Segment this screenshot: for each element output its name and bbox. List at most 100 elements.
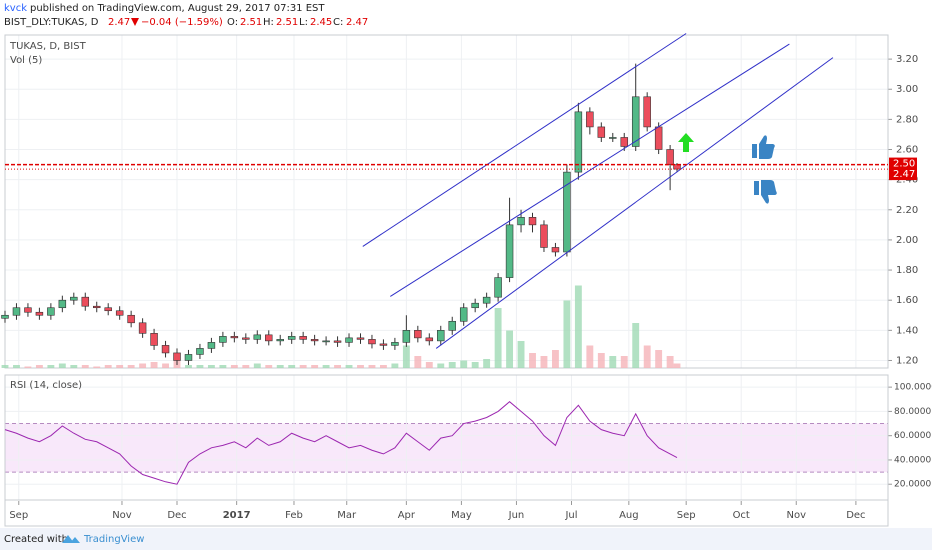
- candle-body: [425, 337, 434, 342]
- volume-bar: [345, 365, 353, 368]
- candle-body: [173, 352, 181, 361]
- volume-bar: [299, 365, 307, 368]
- candle-body: [47, 307, 55, 316]
- volume-bar: [483, 359, 491, 368]
- brand-logo: [62, 535, 80, 543]
- price-label-box: [889, 157, 917, 170]
- candle-body: [196, 348, 204, 355]
- o-value: 2.51: [240, 17, 262, 28]
- pane-frame: [4, 34, 889, 369]
- volume-bar: [632, 323, 640, 368]
- y-tick-label: 2.60: [896, 145, 918, 156]
- volume-bar: [666, 356, 674, 368]
- y2-tick-label: 40.0000: [894, 455, 931, 465]
- y-tick-label: 2.80: [896, 114, 918, 125]
- candle-body: [494, 277, 502, 298]
- volume-bar: [586, 345, 594, 368]
- volume-bar: [127, 365, 135, 368]
- candle-body: [391, 342, 399, 346]
- volume-bar: [425, 362, 433, 368]
- candle-body: [322, 340, 330, 343]
- candle-body: [620, 137, 628, 147]
- x-tick-label: Mar: [337, 510, 357, 521]
- volume-bar: [311, 365, 319, 368]
- candle-body: [58, 299, 67, 309]
- candle-body: [104, 307, 112, 312]
- volume-bar: [104, 365, 112, 368]
- price-label-box: [889, 168, 917, 181]
- symbol: BIST_DLY:TUKAS, D: [4, 17, 99, 28]
- candle-body: [345, 337, 353, 343]
- candle-body: [310, 339, 319, 342]
- y2-tick-label: 60.0000: [894, 431, 931, 441]
- candle-body: [666, 149, 674, 165]
- volume-bar: [1, 365, 9, 368]
- candle-body: [379, 343, 388, 346]
- volume-bar: [540, 356, 548, 368]
- candle-body: [93, 305, 101, 309]
- volume-bar: [230, 365, 238, 368]
- y2-tick-label: 100.0000: [894, 383, 932, 393]
- volume-bar: [552, 350, 559, 368]
- l-value: 2.45: [310, 17, 332, 28]
- volume-bar: [379, 365, 387, 368]
- volume-bar: [597, 353, 605, 368]
- candle-body: [276, 339, 284, 342]
- volume-bar: [460, 360, 468, 368]
- h-value: 2.51: [276, 17, 298, 28]
- volume-bar: [494, 308, 502, 368]
- candle-body: [299, 336, 307, 340]
- volume-bar: [13, 365, 20, 368]
- volume-bar: [643, 345, 651, 368]
- rsi-band: [5, 423, 888, 473]
- volume-bar: [506, 330, 514, 368]
- volume-bar: [391, 363, 399, 368]
- candle-body: [287, 336, 296, 340]
- candle-body: [265, 334, 273, 342]
- published: published on TradingView.com, August 29,…: [30, 3, 325, 14]
- y-tick-label: 1.60: [896, 295, 918, 306]
- price-label: 2.50: [893, 159, 915, 170]
- candle-body: [586, 111, 594, 128]
- candle-body: [219, 336, 227, 343]
- footer-bar: [0, 528, 932, 550]
- trendline: [362, 33, 687, 247]
- volume-bar: [196, 365, 204, 368]
- down-arrow: [131, 18, 139, 26]
- candle-body: [35, 311, 44, 316]
- up-arrow: [678, 133, 694, 152]
- candle-body: [459, 307, 468, 322]
- y-tick-label: 2.20: [896, 205, 918, 216]
- rsi-line: [4, 401, 678, 485]
- volume-bar: [185, 365, 192, 368]
- o-label: O:: [227, 17, 238, 28]
- x-tick-label: Nov: [112, 510, 132, 521]
- volume-bar: [563, 300, 571, 368]
- candle-body: [505, 224, 514, 278]
- volume-bar: [242, 365, 250, 368]
- plot-area: Sep Nov Dec 2017 Feb Mar Apr May Jun Jul Aug Sep Oct…: [1, 33, 932, 527]
- candle-body: [253, 334, 262, 340]
- volume-bar: [357, 365, 364, 368]
- author: kvck: [4, 3, 27, 14]
- candle-body: [517, 217, 525, 226]
- volume-bar: [24, 366, 32, 368]
- candle-body: [414, 330, 422, 339]
- volume-bar: [471, 362, 479, 368]
- y-tick-label: 2.00: [896, 235, 918, 246]
- trendline: [435, 57, 834, 349]
- volume-bar: [58, 363, 66, 368]
- candle-body: [471, 302, 479, 309]
- c-label: C:: [333, 17, 343, 28]
- candle-body: [631, 96, 640, 147]
- volume-bar: [265, 365, 273, 368]
- volume-bar: [448, 362, 456, 368]
- price-label: 2.47: [893, 169, 915, 180]
- y-tick-label: 3.20: [896, 54, 918, 65]
- candle-body: [482, 296, 491, 304]
- volume-bar: [368, 365, 376, 368]
- volume-bar: [402, 345, 410, 368]
- candle-body: [12, 307, 21, 316]
- volume-bar: [437, 363, 445, 368]
